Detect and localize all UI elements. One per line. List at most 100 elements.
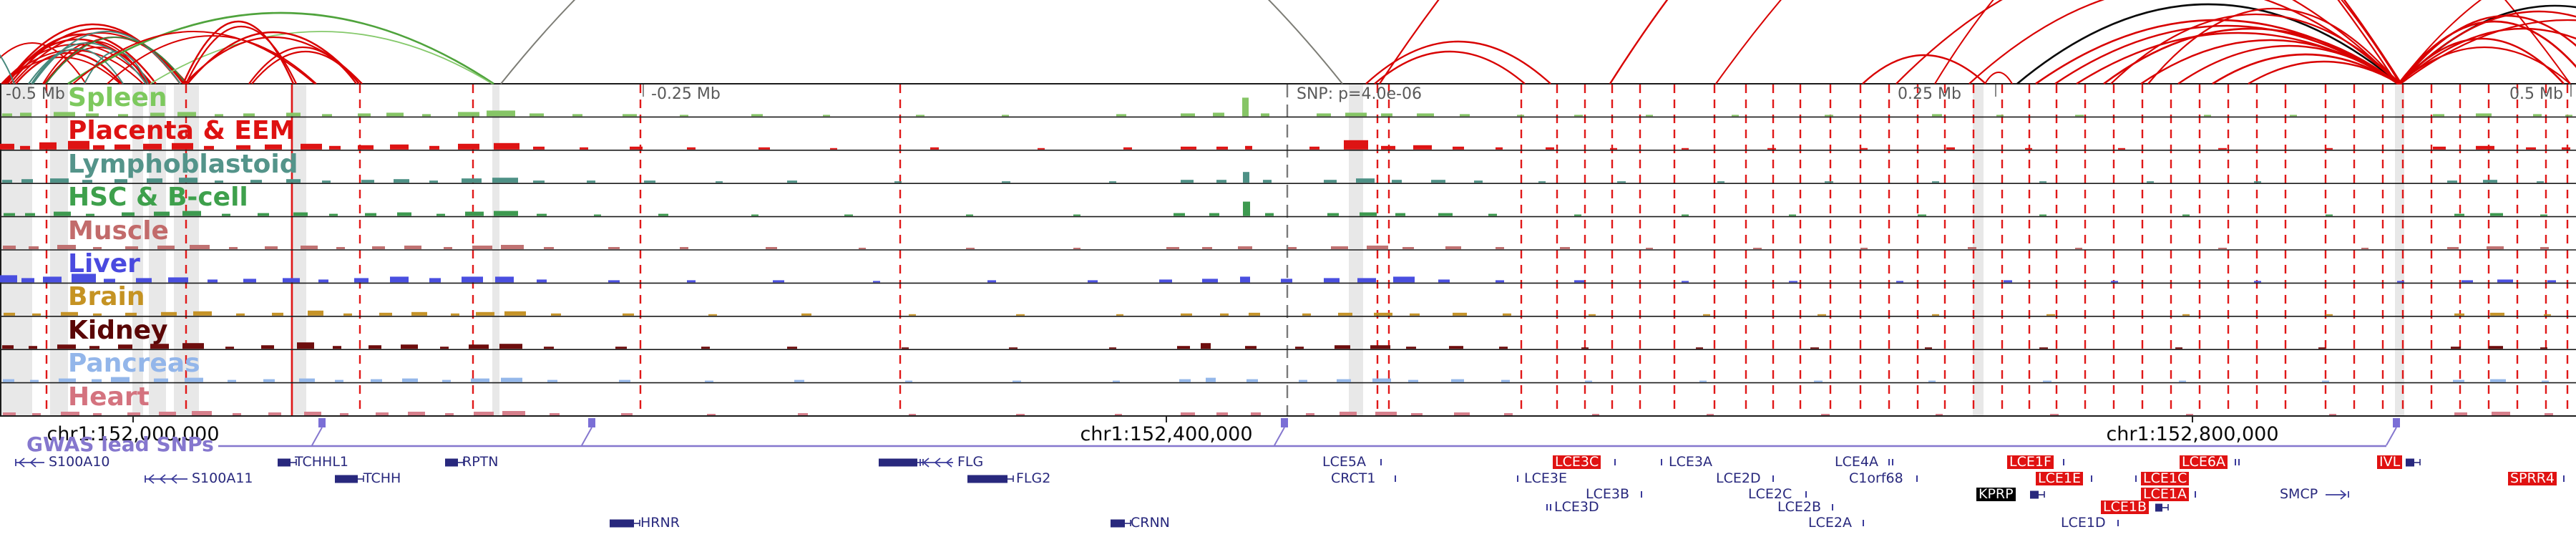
signal-bar [93,413,102,415]
interaction-arc [15,52,122,84]
interaction-arc [2212,53,2399,85]
signal-bar [243,113,255,117]
signal-bar [1109,181,1116,183]
signal-bar [329,145,341,150]
signal-bar [705,380,713,382]
signal-bar [20,145,30,150]
gene-label-crnn: CRNN [1131,515,1170,531]
signal-bar [2447,247,2459,249]
signal-bar [0,275,17,283]
signal-bar [1181,180,1194,183]
gwas-snp-marker [2393,418,2400,427]
gene-body [278,458,291,467]
signal-bar [1181,113,1195,117]
signal-bar [369,345,381,349]
signal-bar [233,413,241,415]
signal-bar [658,213,668,216]
signal-bar [1357,278,1376,283]
signal-bar [1932,181,1939,183]
signal-bar [358,113,371,117]
signal-bar [2322,380,2329,382]
signal-bar [236,145,250,150]
signal-bar [533,180,545,183]
signal-bar [2179,380,2186,382]
signal-bar [72,274,96,283]
signal-bar [111,377,130,382]
signal-bar [1610,147,1617,150]
interaction-arc [3,57,121,84]
signal-bar [1381,145,1395,150]
signal-bar [182,211,201,216]
signal-bar [286,179,301,183]
signal-bar [2537,181,2544,183]
signal-bar [1073,214,1080,216]
signal-bar [57,344,76,349]
signal-bar [429,278,441,283]
signal-bar [587,180,595,183]
signal-bar [2492,412,2510,415]
interaction-arc [150,31,493,84]
signal-bar [2039,214,2046,216]
signal-bar [286,112,301,117]
signal-bar [1503,313,1511,316]
interaction-arc [2398,46,2571,84]
gene-body [2155,503,2162,512]
signal-bar [930,147,939,150]
gene-label-rptn: RPTN [462,454,499,470]
signal-bar [225,347,234,349]
signal-bar [20,112,31,117]
signal-bar [1814,380,1823,382]
signal-bar [1451,379,1464,382]
signal-bar [530,113,544,117]
signal-bar [504,311,526,316]
signal-bar [404,246,421,249]
signal-bar [104,279,115,283]
signal-bar [1345,112,1367,117]
signal-bar [2447,180,2457,183]
signal-bar [2254,181,2261,183]
signal-bar [1002,115,1009,117]
interaction-arc [2398,0,2482,84]
gene-label-lce1c: LCE1C [2141,472,2190,485]
signal-bar [1501,379,1510,382]
signal-bar [916,115,924,117]
signal-bar [873,281,880,283]
gene-label-lce1d: LCE1D [2061,515,2106,531]
signal-bar [1209,213,1219,216]
signal-bar [687,147,696,150]
signal-bar [1243,201,1250,216]
signal-bar [1408,379,1418,382]
signal-bar [2004,280,2012,283]
signal-bar [361,180,374,183]
signal-bar [157,246,175,249]
signal-bar [322,114,332,117]
signal-bar [787,347,797,349]
signal-bar [909,314,916,316]
signal-bar [2075,115,2084,117]
signal-bar [379,312,392,316]
signal-bar [2043,380,2051,382]
signal-bar [1592,414,1599,415]
interaction-arc [2248,60,2400,85]
signal-bar [1374,312,1392,316]
signal-bar [2490,379,2506,382]
gene-label-lce2a: LCE2A [1808,515,1852,531]
signal-bar [118,344,132,349]
gene-label-lce1f: LCE1F [2007,455,2054,469]
signal-bar [1589,314,1596,316]
signal-bar [114,179,127,183]
signal-bar [143,143,162,150]
interaction-arc [1968,0,2400,84]
signal-bar [297,342,314,349]
signal-bar [2545,413,2553,415]
signal-bar [1574,214,1581,216]
track-label-liver: Liver [68,249,140,279]
signal-bar [1115,414,1122,415]
signal-bar [766,247,777,249]
signal-bar [1753,248,1762,249]
signal-bar [293,212,308,216]
gene-label-lce5a: LCE5A [1322,454,1366,470]
signal-bar [2453,379,2464,382]
signal-bar [0,143,14,150]
signal-bar [1946,147,1955,150]
